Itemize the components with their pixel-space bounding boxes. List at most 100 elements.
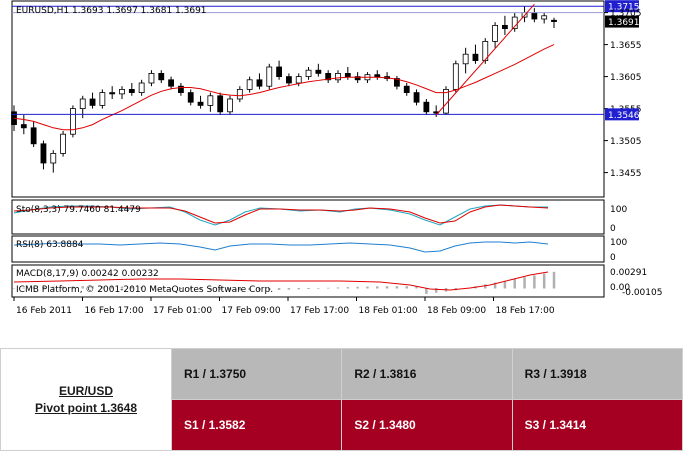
candle-body	[40, 143, 47, 164]
x-tick-label: 18 Feb 17:00	[496, 306, 555, 316]
pivot-table: EUR/USD Pivot point 1.3648 R1 / 1.3750 R…	[0, 348, 684, 451]
macd-tick-zero: 0.00	[610, 283, 630, 293]
price-tag-box	[605, 15, 639, 28]
r2-cell: R2 / 1.3816	[341, 348, 513, 400]
x-tick-label: 17 Feb 09:00	[222, 306, 281, 316]
macd-signal-line	[13, 271, 549, 291]
candle-body	[413, 92, 420, 103]
candle-body	[335, 73, 341, 81]
price-tag-box	[605, 108, 639, 121]
candle-body	[325, 73, 332, 81]
candle-body	[482, 41, 489, 62]
candle-body	[266, 66, 273, 87]
rsi-line	[13, 241, 549, 253]
rsi-tick-0: 0	[610, 253, 616, 263]
candle-body	[178, 85, 184, 93]
s2-cell: S2 / 1.3480	[341, 399, 513, 451]
x-tick-label: 17 Feb 01:00	[153, 306, 212, 316]
candle-body	[502, 24, 508, 29]
pair-label: EUR/USD	[58, 383, 113, 398]
candle-body	[70, 108, 76, 135]
y-axis-main: 1.37151.37051.36911.36551.36051.35551.35…	[604, 0, 642, 179]
candle-body	[394, 78, 400, 87]
macd-histogram	[12, 271, 556, 294]
candle-body	[148, 73, 155, 84]
r3-cell: R3 / 1.3918	[511, 348, 684, 400]
x-axis: 16 Feb 2011 16 Feb 17:00 17 Feb 01:00 17 Fe…	[13, 297, 555, 316]
candle-body	[227, 98, 233, 113]
candle-body	[20, 124, 27, 129]
x-tick-label: 18 Feb 01:00	[359, 306, 418, 316]
r1-cell: R1 / 1.3750	[170, 348, 343, 400]
candle-body	[256, 79, 263, 87]
stochastic-tick-100: 100	[610, 205, 627, 215]
s1-cell: S1 / 1.3582	[170, 399, 343, 451]
candle-body	[168, 79, 174, 87]
candle-body	[30, 127, 37, 145]
price-tag-box	[605, 0, 639, 13]
candle-body	[472, 53, 479, 62]
candles-layer	[11, 6, 557, 173]
moving-average-line	[13, 44, 555, 131]
candle-body	[207, 95, 214, 106]
candle-body	[354, 76, 361, 81]
rsi-pane-frame	[11, 235, 605, 263]
x-tick-label: 18 Feb 09:00	[427, 306, 486, 316]
stochastic-title: Sto(8,3,3) 79.7460 81.4479	[16, 205, 141, 215]
candle-body	[197, 101, 204, 106]
candle-body	[217, 95, 224, 113]
candle-body	[50, 152, 57, 164]
candle-body	[531, 12, 538, 20]
main-pane-title: EURUSD,H1 1.3693 1.3697 1.3681 1.3691	[16, 6, 207, 16]
y-tick-label: 1.3655	[610, 41, 642, 51]
candle-body	[452, 63, 459, 90]
candle-body	[423, 101, 430, 113]
stochastic-tick-0: 0	[610, 224, 616, 234]
candle-body	[119, 89, 125, 95]
y-tick-label: 1.3505	[610, 137, 642, 147]
y-tick-label: 1.3455	[610, 169, 642, 179]
candle-body	[79, 98, 86, 110]
candle-body	[286, 76, 292, 84]
candle-body	[89, 98, 96, 106]
candle-body	[315, 69, 322, 74]
candle-body	[403, 85, 410, 93]
price-tag-label: 1.3546	[608, 111, 640, 121]
resistance-row: EUR/USD Pivot point 1.3648 R1 / 1.3750 R…	[0, 348, 684, 451]
macd-title: MACD(8,17,9) 0.00242 0.00232	[16, 269, 159, 279]
candle-body	[295, 76, 302, 84]
candle-body	[462, 53, 469, 65]
trend-line	[435, 3, 535, 116]
candle-body	[305, 69, 312, 77]
candle-body	[541, 15, 548, 20]
candle-body	[158, 73, 165, 81]
x-tick-label: 17 Feb 17:00	[290, 306, 349, 316]
candle-body	[551, 19, 557, 22]
y-tick-label: 1.3605	[610, 73, 642, 83]
price-chart: EURUSD,H1 1.3693 1.3697 1.3681 1.3691 1.…	[11, 0, 662, 316]
candle-body	[492, 24, 498, 42]
rsi-tick-100: 100	[610, 238, 627, 248]
stochastic-signal-line	[13, 204, 549, 224]
support-row: S1 / 1.3582 S2 / 1.3480 S3 / 1.3414	[1, 399, 684, 451]
candle-body	[344, 73, 351, 78]
macd-tick-top: 0.00291	[610, 268, 647, 278]
candle-body	[187, 92, 194, 103]
price-tag-label: 1.3691	[608, 18, 640, 28]
x-tick-label: 16 Feb 17:00	[85, 306, 144, 316]
level-lines	[12, 3, 604, 116]
pivot-title-cell: EUR/USD Pivot point 1.3648	[0, 348, 172, 451]
macd-tick-bottom: -0.00105	[622, 288, 662, 298]
candle-body	[246, 79, 253, 90]
price-tag-label: 1.3715	[608, 3, 640, 13]
y-tick-label: 1.3705	[610, 9, 642, 19]
candle-body	[374, 74, 381, 78]
candle-body	[511, 16, 518, 29]
x-tick-label: 16 Feb 2011	[16, 306, 72, 316]
candle-body	[138, 82, 145, 93]
rsi-title: RSI(8) 63.8884	[16, 240, 84, 250]
candle-body	[276, 66, 282, 78]
copyright-text: ICMB Platform, © 2001-2010 MetaQuotes So…	[16, 285, 273, 295]
pivot-point-label: Pivot point 1.3648	[34, 400, 138, 415]
candle-body	[60, 133, 66, 154]
